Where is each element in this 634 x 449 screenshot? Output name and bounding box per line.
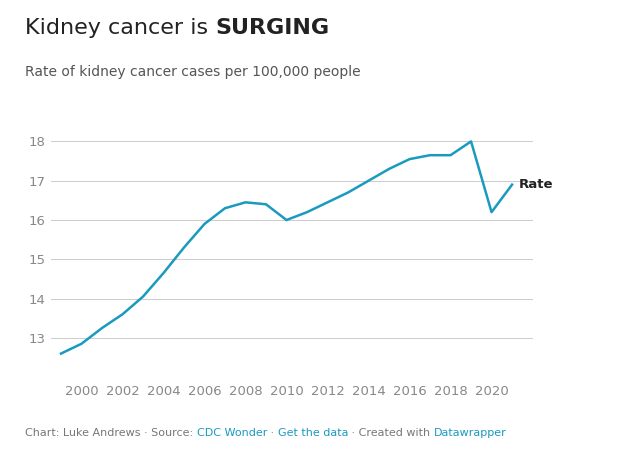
Text: Rate of kidney cancer cases per 100,000 people: Rate of kidney cancer cases per 100,000 … bbox=[25, 65, 361, 79]
Text: Datawrapper: Datawrapper bbox=[434, 428, 507, 438]
Text: Kidney cancer is: Kidney cancer is bbox=[25, 18, 216, 38]
Text: Rate: Rate bbox=[519, 178, 553, 191]
Text: SURGING: SURGING bbox=[216, 18, 330, 38]
Text: Chart: Luke Andrews · Source:: Chart: Luke Andrews · Source: bbox=[25, 428, 197, 438]
Text: CDC Wonder: CDC Wonder bbox=[197, 428, 268, 438]
Text: Get the data: Get the data bbox=[278, 428, 349, 438]
Text: ·: · bbox=[268, 428, 278, 438]
Text: · Created with: · Created with bbox=[349, 428, 434, 438]
